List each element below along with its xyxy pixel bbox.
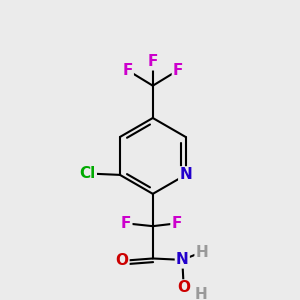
Text: N: N (176, 252, 189, 267)
Text: F: F (121, 216, 131, 231)
Text: F: F (148, 54, 158, 69)
Text: F: F (122, 63, 133, 78)
Text: Cl: Cl (80, 166, 96, 181)
Text: H: H (196, 244, 208, 260)
Text: H: H (194, 287, 207, 300)
Text: N: N (179, 167, 192, 182)
Text: F: F (172, 216, 182, 231)
Text: O: O (177, 280, 190, 296)
Text: F: F (173, 63, 183, 78)
Text: O: O (116, 253, 128, 268)
